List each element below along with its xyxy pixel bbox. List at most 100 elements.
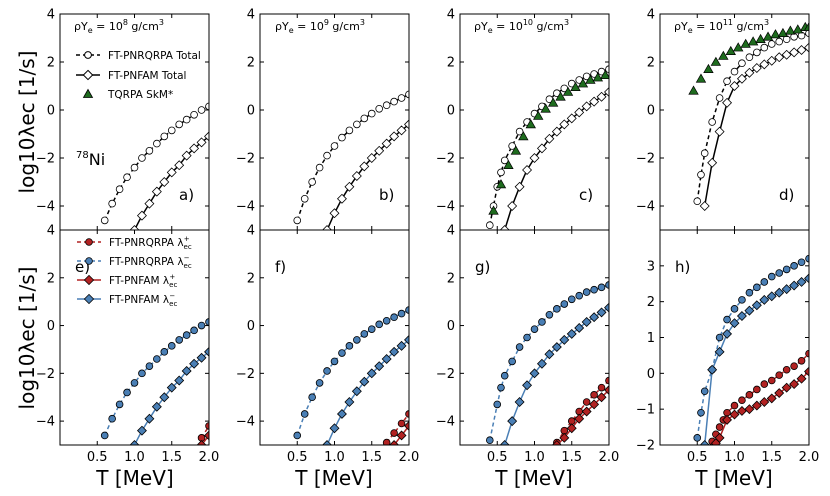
data-point xyxy=(582,398,591,406)
data-point xyxy=(293,216,302,225)
data-point xyxy=(597,283,606,292)
data-point xyxy=(751,63,762,73)
data-point xyxy=(397,94,406,102)
x-tick-label: 2.0 xyxy=(599,450,620,465)
data-point xyxy=(166,167,177,178)
data-point xyxy=(745,53,754,61)
data-point xyxy=(390,313,398,321)
data-point xyxy=(733,42,744,52)
data-point xyxy=(766,55,777,66)
data-point xyxy=(522,165,533,175)
legend-bottom: FT-PNRQRPA λec+ FT-PNRQRPA λec− FT-PNFAM… xyxy=(77,235,192,308)
data-point xyxy=(729,81,740,91)
data-point xyxy=(566,423,577,434)
panel-h: −2 −1 0 1 2 3 0.5 1.0 1.5 2.0 h) xyxy=(636,229,819,465)
data-point xyxy=(166,382,177,393)
data-point xyxy=(153,355,161,363)
data-point xyxy=(695,73,707,83)
data-point xyxy=(559,119,570,130)
y-tick-label: −4 xyxy=(436,200,455,215)
series-line xyxy=(296,309,409,436)
data-point xyxy=(566,113,577,124)
nucleus-label: 78Ni xyxy=(76,150,105,169)
data-point xyxy=(375,320,384,329)
data-point xyxy=(744,305,755,316)
data-point xyxy=(760,278,769,286)
y-tick-label: 4 xyxy=(447,224,455,239)
data-point xyxy=(300,410,309,418)
y-tick-label: −4 xyxy=(36,200,55,215)
plot-frame xyxy=(259,229,410,446)
data-point xyxy=(759,294,770,305)
data-point xyxy=(714,346,725,357)
y-tick-label: −4 xyxy=(436,415,455,430)
density-label-4: ρYe = 1011 g/cm3 xyxy=(674,18,769,35)
data-point xyxy=(575,291,583,300)
x-tick-label: 1.5 xyxy=(361,450,382,465)
data-point xyxy=(160,348,169,356)
data-point xyxy=(360,114,369,123)
data-point xyxy=(589,399,600,410)
legend-label-fam-minus: FT-PNFAM λec− xyxy=(109,292,177,308)
data-point xyxy=(130,379,139,387)
legend-item-fam-plus: FT-PNFAM λec+ xyxy=(77,273,177,289)
data-point xyxy=(405,306,409,314)
data-point xyxy=(196,137,207,148)
data-point xyxy=(770,29,781,39)
data-point xyxy=(190,326,198,335)
data-point xyxy=(759,59,770,70)
panel-label: c) xyxy=(579,186,593,204)
data-point xyxy=(351,386,362,397)
data-point xyxy=(738,59,746,67)
legend-label-tqrpa: TQRPA SkM* xyxy=(107,89,173,101)
data-point xyxy=(596,91,607,102)
data-point xyxy=(500,156,509,165)
data-point xyxy=(515,343,524,351)
data-point xyxy=(338,133,346,142)
data-point xyxy=(204,131,209,142)
data-point xyxy=(405,90,409,99)
y-tick-label: 4 xyxy=(47,224,55,239)
data-point xyxy=(182,331,191,339)
data-point xyxy=(560,300,569,308)
data-point xyxy=(538,318,546,326)
data-point xyxy=(136,210,147,221)
data-point xyxy=(574,107,585,118)
data-point xyxy=(160,132,169,141)
data-point xyxy=(781,382,792,393)
data-point xyxy=(574,413,585,424)
data-point xyxy=(151,186,162,197)
plot-frame xyxy=(659,229,810,446)
data-point xyxy=(315,163,324,172)
y-tick-label: 4 xyxy=(447,8,455,23)
data-point xyxy=(740,38,751,48)
legend-label-fam-total: FT-PNFAM Total xyxy=(108,70,186,82)
data-point xyxy=(582,288,591,296)
data-point xyxy=(404,420,409,431)
data-point xyxy=(322,440,333,445)
data-point xyxy=(100,216,109,225)
data-point xyxy=(495,179,507,189)
series-group xyxy=(100,102,209,230)
data-point xyxy=(604,302,609,313)
x-axis-label-4: T [MeV] xyxy=(694,466,772,490)
data-point xyxy=(189,358,200,369)
panel-label: a) xyxy=(179,186,194,204)
y-tick-label: 2 xyxy=(247,56,255,71)
data-point xyxy=(336,408,347,419)
data-point xyxy=(789,379,800,390)
x-tick-label: 0.5 xyxy=(687,450,708,465)
data-point xyxy=(693,434,702,442)
y-tick-label: 2 xyxy=(47,271,55,286)
series-line xyxy=(489,284,609,441)
data-point xyxy=(766,393,777,404)
data-point xyxy=(693,197,702,206)
data-point xyxy=(751,300,762,311)
data-point xyxy=(604,87,609,97)
x-tick-label: 0.5 xyxy=(487,450,508,465)
data-point xyxy=(485,221,494,230)
legend-item-rqrpa-plus: FT-PNRQRPA λec+ xyxy=(77,235,192,251)
panel-label: b) xyxy=(379,186,394,204)
series-line xyxy=(696,32,809,202)
